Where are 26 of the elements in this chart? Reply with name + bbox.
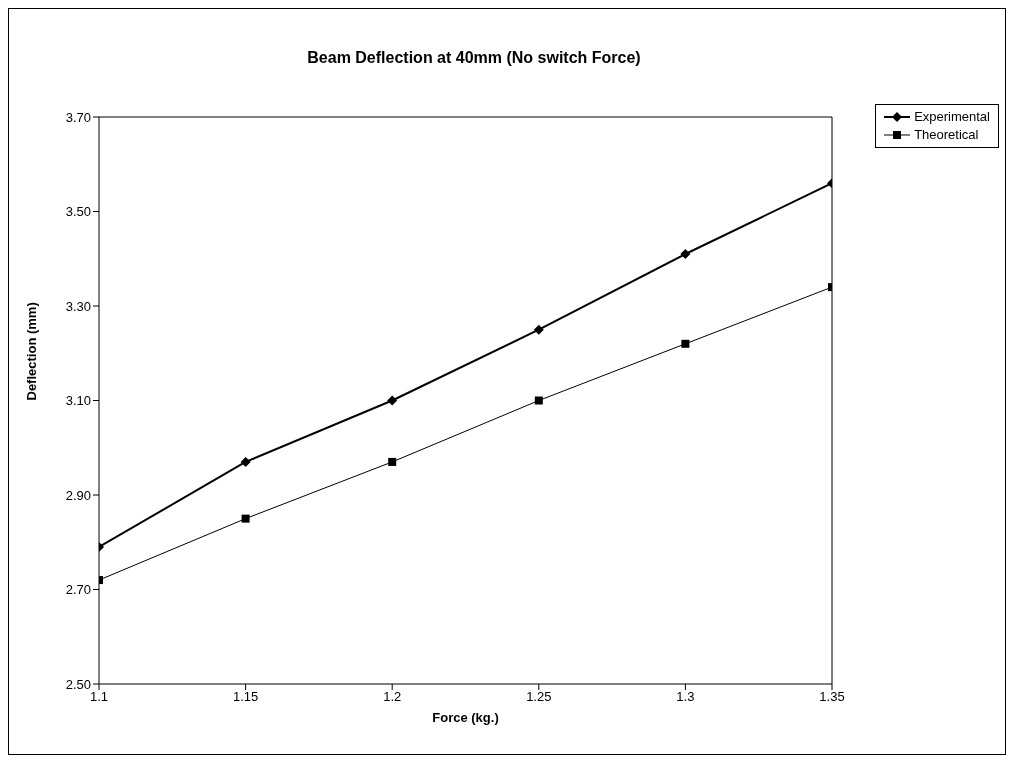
x-tick-label: 1.3 <box>676 689 695 705</box>
y-tick-label: 2.50 <box>65 676 91 692</box>
y-tick-label: 3.50 <box>65 204 91 220</box>
x-tick-label: 1.25 <box>526 689 552 705</box>
point <box>240 456 251 467</box>
y-axis-title: Deflection (mm) <box>23 302 39 401</box>
point <box>387 395 398 406</box>
point <box>241 514 250 523</box>
y-tick-label: 3.30 <box>65 298 91 314</box>
y-tick-label: 3.10 <box>65 393 91 409</box>
point <box>534 396 543 405</box>
point <box>388 457 397 466</box>
x-axis-title: Force (kg.) <box>432 710 499 725</box>
point <box>680 249 691 260</box>
y-tick-label: 3.70 <box>65 109 91 125</box>
x-tick-label: 1.35 <box>819 689 845 705</box>
legend-label: Experimental <box>914 108 990 126</box>
point <box>681 339 690 348</box>
legend-label: Theoretical <box>914 126 979 144</box>
point <box>533 324 544 335</box>
x-tick-label: 1.1 <box>89 689 109 705</box>
x-tick-label: 1.2 <box>383 689 402 705</box>
y-tick-label: 2.90 <box>65 487 91 503</box>
x-tick-label: 1.15 <box>232 689 259 705</box>
y-tick-label: 2.70 <box>65 582 91 598</box>
chart-title: Beam Deflection at 40mm (No switch Force) <box>306 49 642 67</box>
